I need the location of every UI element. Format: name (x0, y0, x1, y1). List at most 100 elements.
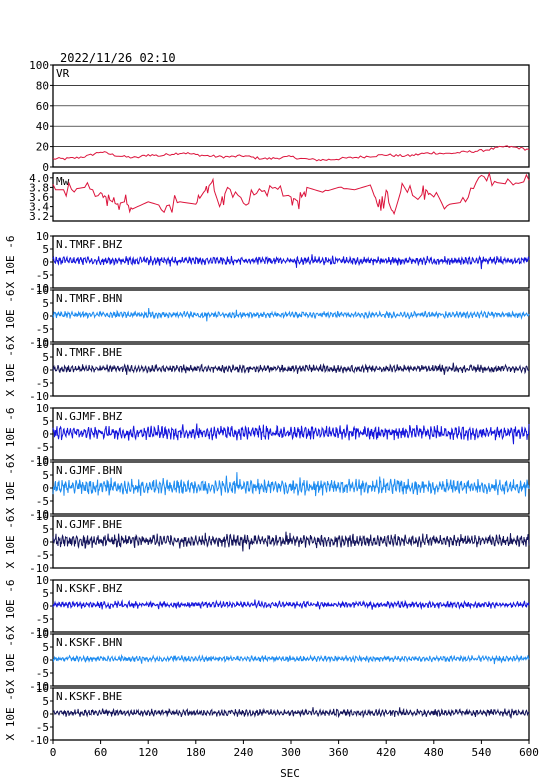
y-tick-label: 5 (42, 641, 49, 654)
y-tick-label: -5 (36, 613, 49, 626)
panel-label: N.KSKF.BHZ (56, 582, 123, 595)
x-tick-label: 60 (94, 746, 107, 759)
y-tick-label: 0 (42, 256, 49, 269)
x-tick-label: 600 (519, 746, 539, 759)
y-tick-label: 80 (36, 79, 49, 92)
panel-label: N.TMRF.BHN (56, 292, 122, 305)
panel-label: N.TMRF.BHE (56, 346, 122, 359)
y-tick-label: 60 (36, 100, 49, 113)
y-tick-label: 5 (42, 587, 49, 600)
x-axis: 0 60 120 180 240 300 360 420 480 540 600 (50, 740, 539, 759)
series-line (52, 171, 530, 216)
y-tick-label: 10 (36, 456, 49, 469)
y-tick-label: 3.6 (29, 191, 49, 204)
y-tick-label: 0 (42, 161, 49, 174)
y-tick-label: -10 (29, 508, 49, 521)
y-tick-label: -5 (36, 549, 49, 562)
y-tick-label: 5 (42, 469, 49, 482)
panel-label: N.TMRF.BHZ (56, 238, 123, 251)
y-tick-label: -10 (29, 454, 49, 467)
x-tick-label: 120 (138, 746, 158, 759)
y-axis-unit-label: X 10E -6 (4, 290, 17, 343)
y-axis-unit-label: X 10E -6 (4, 344, 17, 397)
y-tick-label: 0 (42, 600, 49, 613)
panel-label: VR (56, 67, 70, 80)
waveform-trace (52, 362, 530, 375)
waveform-trace (52, 653, 530, 665)
y-tick-label: -10 (29, 734, 49, 747)
x-tick-label: 540 (471, 746, 491, 759)
panel-label: N.GJMF.BHE (56, 518, 122, 531)
y-axis-unit-label: X 10E -6 (4, 462, 17, 515)
y-tick-label: 10 (36, 338, 49, 351)
y-tick-label: 5 (42, 695, 49, 708)
y-tick-label: -5 (36, 721, 49, 734)
y-axis-unit-label: X 10E -6 (4, 688, 17, 741)
panel-mw: 4.03.83.63.43.2 Mw (29, 171, 530, 223)
waveform-trace (52, 531, 530, 552)
y-tick-label: -10 (29, 390, 49, 403)
y-tick-label: 5 (42, 351, 49, 364)
panel-label: N.GJMF.BHZ (56, 410, 123, 423)
panel-label: N.GJMF.BHN (56, 464, 122, 477)
y-tick-label: 3.4 (29, 201, 49, 214)
y-tick-label: 40 (36, 120, 49, 133)
waveform-trace (52, 423, 530, 445)
waveform-trace (52, 472, 530, 497)
series-line (52, 145, 530, 162)
x-tick-label: 480 (424, 746, 444, 759)
y-tick-label: 5 (42, 523, 49, 536)
y-tick-label: 5 (42, 415, 49, 428)
y-tick-label: -10 (29, 282, 49, 295)
y-tick-label: -5 (36, 377, 49, 390)
y-tick-label: 0 (42, 428, 49, 441)
panel-frame (52, 64, 530, 168)
y-tick-label: 10 (36, 230, 49, 243)
x-tick-label: 360 (329, 746, 349, 759)
y-axis-unit-label: X 10E -6 (4, 634, 17, 687)
y-tick-label: 100 (29, 59, 49, 72)
panel-vr: 100 80 60 40 20 0 VR (29, 59, 530, 174)
timestamp-label: 2022/11/26 02:10 (60, 51, 176, 65)
y-tick-label: -5 (36, 441, 49, 454)
y-tick-label: 10 (36, 402, 49, 415)
y-tick-label: 20 (36, 141, 49, 154)
y-tick-label: 0 (42, 708, 49, 721)
y-tick-label: 0 (42, 482, 49, 495)
waveform-trace (52, 707, 530, 719)
y-tick-label: 0 (42, 654, 49, 667)
waveform-trace (52, 307, 530, 322)
y-axis-unit-label: X 10E -6 (4, 516, 17, 569)
x-tick-label: 420 (376, 746, 396, 759)
y-tick-label: 3.2 (29, 210, 49, 223)
y-tick-label: 10 (36, 628, 49, 641)
y-tick-label: -10 (29, 626, 49, 639)
y-tick-label: 0 (42, 536, 49, 549)
y-tick-label: -5 (36, 495, 49, 508)
panel-label: Mw (56, 175, 70, 188)
y-tick-label: -5 (36, 323, 49, 336)
y-tick-label: -10 (29, 562, 49, 575)
y-tick-label: 10 (36, 284, 49, 297)
y-axis-unit-label: X 10E -6 (4, 408, 17, 461)
x-tick-label: 240 (233, 746, 253, 759)
x-axis-label: SEC (280, 767, 300, 780)
y-axis-unit-label: X 10E -6 (4, 236, 17, 289)
x-tick-label: 180 (186, 746, 206, 759)
x-tick-label: 300 (281, 746, 301, 759)
waveform-trace (52, 599, 530, 611)
y-tick-label: -5 (36, 667, 49, 680)
panels-group: 100806040200VR4.03.83.63.43.2Mw1050-5-10… (4, 59, 530, 747)
y-tick-label: 3.8 (29, 181, 49, 194)
panel-label: N.KSKF.BHE (56, 690, 122, 703)
y-tick-label: 5 (42, 243, 49, 256)
